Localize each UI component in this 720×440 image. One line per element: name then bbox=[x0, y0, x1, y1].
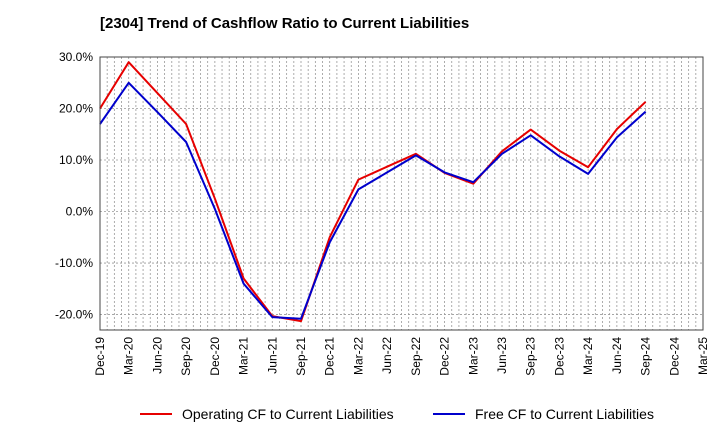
x-tick-label: Sep-24 bbox=[639, 337, 653, 376]
x-tick-label: Jun-21 bbox=[265, 337, 279, 374]
y-tick-label: 20.0% bbox=[59, 102, 93, 116]
x-tick-label: Mar-22 bbox=[351, 337, 365, 375]
y-axis-ticks: 30.0% 20.0% 10.0% 0.0% -10.0% -20.0% bbox=[55, 50, 93, 322]
legend-label: Operating CF to Current Liabilities bbox=[182, 406, 394, 422]
y-tick-label: -10.0% bbox=[55, 256, 93, 270]
x-tick-label: Dec-23 bbox=[552, 337, 566, 376]
x-axis-ticks: Dec-19 Mar-20 Jun-20 Sep-20 Dec-20 Mar-21 Jun-… bbox=[93, 337, 710, 376]
grid-lines bbox=[100, 56, 703, 330]
chart-title: [2304] Trend of Cashflow Ratio to Curren… bbox=[100, 15, 470, 32]
x-tick-label: Mar-21 bbox=[237, 337, 251, 375]
x-tick-label: Sep-21 bbox=[294, 337, 308, 376]
x-tick-label: Jun-24 bbox=[610, 337, 624, 374]
y-tick-label: 10.0% bbox=[59, 153, 93, 167]
x-tick-label: Jun-22 bbox=[380, 337, 394, 374]
y-tick-label: -20.0% bbox=[55, 308, 93, 322]
y-tick-label: 0.0% bbox=[66, 205, 94, 219]
x-tick-label: Dec-19 bbox=[93, 337, 107, 376]
x-tick-label: Dec-21 bbox=[323, 337, 337, 376]
x-tick-label: Sep-20 bbox=[179, 337, 193, 376]
series-line bbox=[99, 81, 647, 320]
series-line bbox=[99, 61, 647, 323]
x-tick-label: Dec-22 bbox=[438, 337, 452, 376]
y-tick-label: 30.0% bbox=[59, 50, 93, 64]
x-tick-label: Jun-23 bbox=[495, 337, 509, 374]
x-tick-label: Mar-25 bbox=[696, 337, 710, 375]
x-tick-label: Mar-24 bbox=[581, 337, 595, 375]
x-tick-label: Sep-22 bbox=[409, 337, 423, 376]
x-tick-label: Dec-24 bbox=[667, 337, 681, 376]
x-tick-label: Sep-23 bbox=[524, 337, 538, 376]
x-tick-label: Jun-20 bbox=[150, 337, 164, 374]
plot-frame bbox=[99, 56, 704, 331]
x-tick-label: Mar-23 bbox=[466, 337, 480, 375]
series-lines bbox=[99, 61, 647, 323]
x-tick-label: Dec-20 bbox=[208, 337, 222, 376]
x-tick-label: Mar-20 bbox=[122, 337, 136, 375]
legend: Operating CF to Current Liabilities Free … bbox=[140, 406, 654, 422]
legend-label: Free CF to Current Liabilities bbox=[475, 406, 654, 422]
